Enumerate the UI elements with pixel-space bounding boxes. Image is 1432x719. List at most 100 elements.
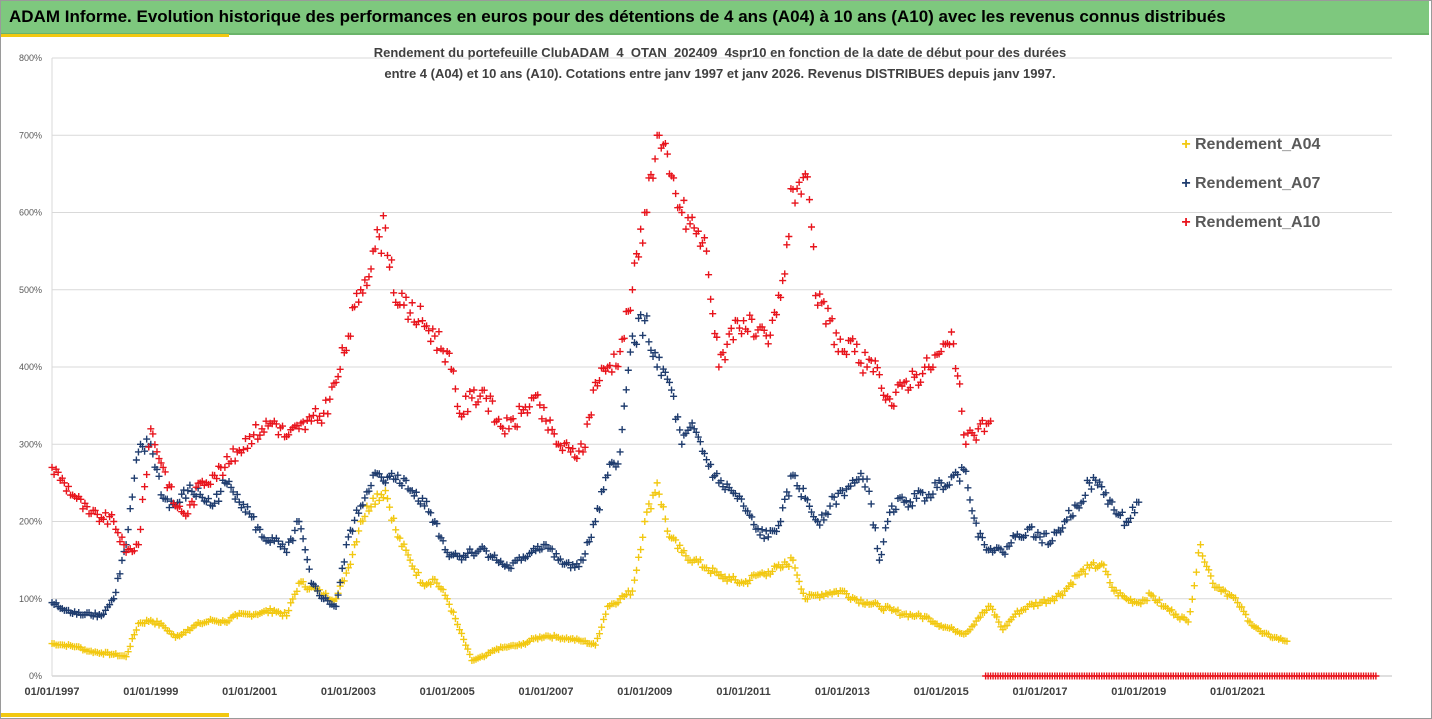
rendement-a07-point <box>818 511 826 519</box>
rendement-a10-point <box>62 487 70 495</box>
rendement-a07-point <box>626 348 634 356</box>
rendement-a10-point <box>912 371 920 379</box>
rendement-a07-point <box>359 501 367 509</box>
rendement-a10-point <box>694 227 702 235</box>
rendement-a10-point <box>418 317 426 325</box>
rendement-a10-point <box>828 315 836 323</box>
rendement-a04-point <box>464 645 472 653</box>
rendement-a04-point <box>676 541 684 549</box>
rendement-a10-point <box>449 367 457 375</box>
rendement-a07-point <box>443 548 451 556</box>
rendement-a04-point <box>1201 558 1209 566</box>
rendement-a07-point <box>756 531 764 539</box>
rendement-a10-point <box>299 418 307 426</box>
rendement-a10-point <box>919 370 927 378</box>
rendement-a07-point <box>750 521 758 529</box>
rendement-a07-point <box>1069 512 1077 520</box>
rendement-a04-point <box>645 500 653 508</box>
rendement-a07-point <box>927 494 935 502</box>
rendement-a10-point <box>365 273 373 281</box>
rendement-a10-point <box>808 223 816 231</box>
rendement-a07-point <box>427 509 435 517</box>
rendement-a07-point <box>657 371 665 379</box>
rendement-a04-point <box>462 641 470 649</box>
rendement-a07-point <box>377 473 385 481</box>
rendement-a10-point <box>274 431 282 439</box>
rendement-a07-point <box>132 456 140 464</box>
rendement-a04-point <box>1232 594 1240 602</box>
rendement-a04-point <box>332 595 340 603</box>
legend-item-a04: + Rendement_A04 <box>1180 125 1320 164</box>
rendement-a07-point <box>873 545 881 553</box>
rendement-a07-point <box>816 521 824 529</box>
rendement-a10-point <box>890 402 898 410</box>
rendement-a07-point <box>865 487 873 495</box>
rendement-a10-point <box>861 348 869 356</box>
rendement-a04-point <box>857 596 865 604</box>
rendement-a04-point <box>400 540 408 548</box>
rendement-a07-point <box>635 314 643 322</box>
rendement-a10-point <box>102 509 110 517</box>
rendement-a10-point <box>155 455 163 463</box>
rendement-a10-point <box>540 404 548 412</box>
rendement-a10-point <box>587 411 595 419</box>
rendement-a04-point <box>1137 600 1145 608</box>
rendement-a10-point <box>575 447 583 455</box>
rendement-a07-point <box>114 574 122 582</box>
rendement-a07-point <box>775 522 783 530</box>
rendement-a10-point <box>375 233 383 241</box>
chart-title-line-1: Rendement du portefeuille ClubADAM_4_OTA… <box>374 45 1067 60</box>
rendement-a10-point <box>962 440 970 448</box>
rendement-a07-point <box>688 419 696 427</box>
rendement-a10-point <box>608 368 616 376</box>
rendement-a07-point <box>239 500 247 508</box>
series-markers <box>48 131 1380 680</box>
rendement-a10-point <box>314 416 322 424</box>
rendement-a10-point <box>690 224 698 232</box>
rendement-a07-point <box>139 443 147 451</box>
x-tick-label: 01/01/2017 <box>1012 686 1067 698</box>
rendement-a10-point <box>822 320 830 328</box>
rendement-a07-point <box>1110 506 1118 514</box>
rendement-a04-point <box>1050 597 1058 605</box>
rendement-a10-point <box>285 431 293 439</box>
rendement-a04-point <box>789 556 797 564</box>
rendement-a10-point <box>647 171 655 179</box>
rendement-a07-point <box>381 479 389 487</box>
rendement-a04-point <box>344 564 352 572</box>
y-tick-label: 800% <box>19 53 42 63</box>
report-title: ADAM Informe. Evolution historique des p… <box>9 7 1226 26</box>
rendement-a07-point <box>791 472 799 480</box>
rendement-a10-point <box>670 174 678 182</box>
rendement-a07-point <box>182 494 190 502</box>
rendement-a10-point <box>824 304 832 312</box>
rendement-a07-point <box>217 487 225 495</box>
legend-item-a10: + Rendement_A10 <box>1180 203 1320 242</box>
rendement-a10-point <box>877 384 885 392</box>
rendement-a10-point <box>190 501 198 509</box>
rendement-a07-point <box>847 482 855 490</box>
rendement-a07-point <box>112 588 120 596</box>
rendement-a04-point <box>460 635 468 643</box>
rendement-a10-point <box>873 364 881 372</box>
y-tick-label: 600% <box>19 208 42 218</box>
rendement-a07-point <box>643 312 651 320</box>
rendement-a07-point <box>418 494 426 502</box>
rendement-a04-point <box>1221 587 1229 595</box>
rendement-a07-point <box>805 502 813 510</box>
rendement-a07-point <box>314 587 322 595</box>
rendement-a10-point <box>886 395 894 403</box>
rendement-a04-point <box>1168 606 1176 614</box>
rendement-a04-point <box>655 490 663 498</box>
rendement-a07-point <box>163 495 171 503</box>
rendement-a10-point <box>842 350 850 358</box>
rendement-a07-point <box>556 555 564 563</box>
rendement-a07-point <box>456 552 464 560</box>
rendement-a04-point <box>1127 595 1135 603</box>
rendement-a07-point <box>945 481 953 489</box>
rendement-a07-point <box>633 340 641 348</box>
rendement-a10-point <box>145 443 153 451</box>
rendement-a10-point <box>377 249 385 257</box>
rendement-a10-point <box>77 495 85 503</box>
rendement-a07-point <box>1038 539 1046 547</box>
